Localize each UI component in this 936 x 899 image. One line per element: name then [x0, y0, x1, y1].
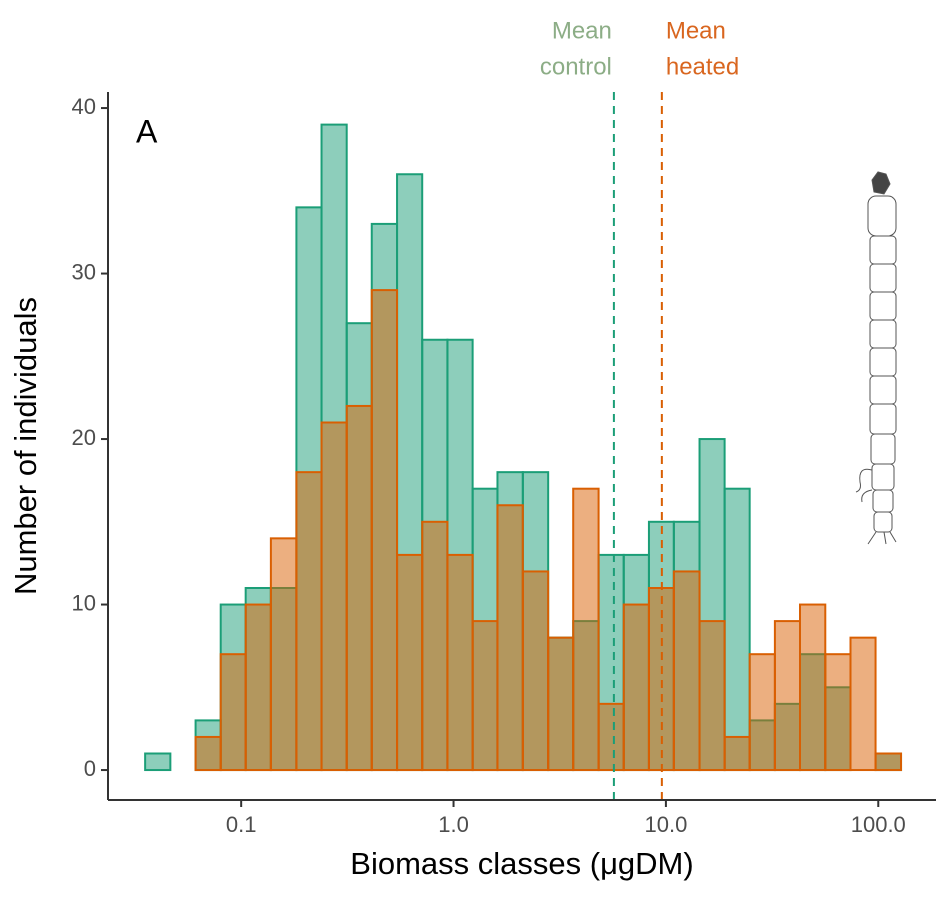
histogram-bar [421, 520, 449, 772]
histogram-bar [345, 404, 373, 772]
mean-label: control [540, 53, 612, 80]
histogram-bar [723, 735, 751, 772]
mean-label: Mean [666, 17, 726, 44]
histogram-bar [874, 752, 903, 772]
x-tick-label: 0.1 [226, 812, 257, 837]
x-tick-label: 1.0 [438, 812, 469, 837]
larva-illustration [855, 171, 897, 545]
histogram-bar [320, 421, 348, 772]
histogram-bar [219, 653, 247, 772]
histogram-bar [295, 471, 323, 772]
histogram-bar [521, 570, 550, 772]
histogram-bar [849, 636, 877, 772]
y-tick-label: 20 [72, 425, 96, 450]
histogram-bar [370, 289, 399, 772]
histogram-bar [773, 620, 802, 772]
histogram-bar [471, 620, 499, 772]
histogram-bar [672, 570, 701, 772]
mean-label: heated [666, 53, 739, 80]
y-tick-label: 10 [72, 590, 96, 615]
x-axis-title: Biomass classes (μgDM) [350, 846, 693, 881]
histogram-bar [572, 487, 600, 772]
histogram-bar [723, 487, 751, 772]
x-tick-label: 100.0 [851, 812, 906, 837]
histogram-bar [396, 553, 424, 772]
histogram-bar [269, 537, 298, 772]
y-tick-label: 40 [72, 94, 96, 119]
panel-label: A [136, 113, 158, 149]
mean-label: Mean [552, 17, 612, 44]
histogram-bar [244, 603, 272, 772]
histogram-bar [824, 653, 852, 772]
y-axis-title: Number of individuals [8, 297, 43, 595]
histogram-bar [144, 752, 172, 772]
y-tick-label: 30 [72, 259, 96, 284]
histogram-bar [194, 735, 222, 772]
histogram-bar [748, 653, 776, 772]
histogram-bar [496, 504, 524, 772]
histogram-bar [799, 603, 827, 772]
histogram-bar [597, 702, 625, 772]
y-tick-label: 0 [84, 756, 96, 781]
histogram-bar [446, 553, 474, 772]
x-tick-label: 10.0 [644, 812, 687, 837]
histogram-bar [547, 636, 575, 772]
histogram-bar [622, 603, 650, 772]
histogram-bar [698, 620, 726, 772]
